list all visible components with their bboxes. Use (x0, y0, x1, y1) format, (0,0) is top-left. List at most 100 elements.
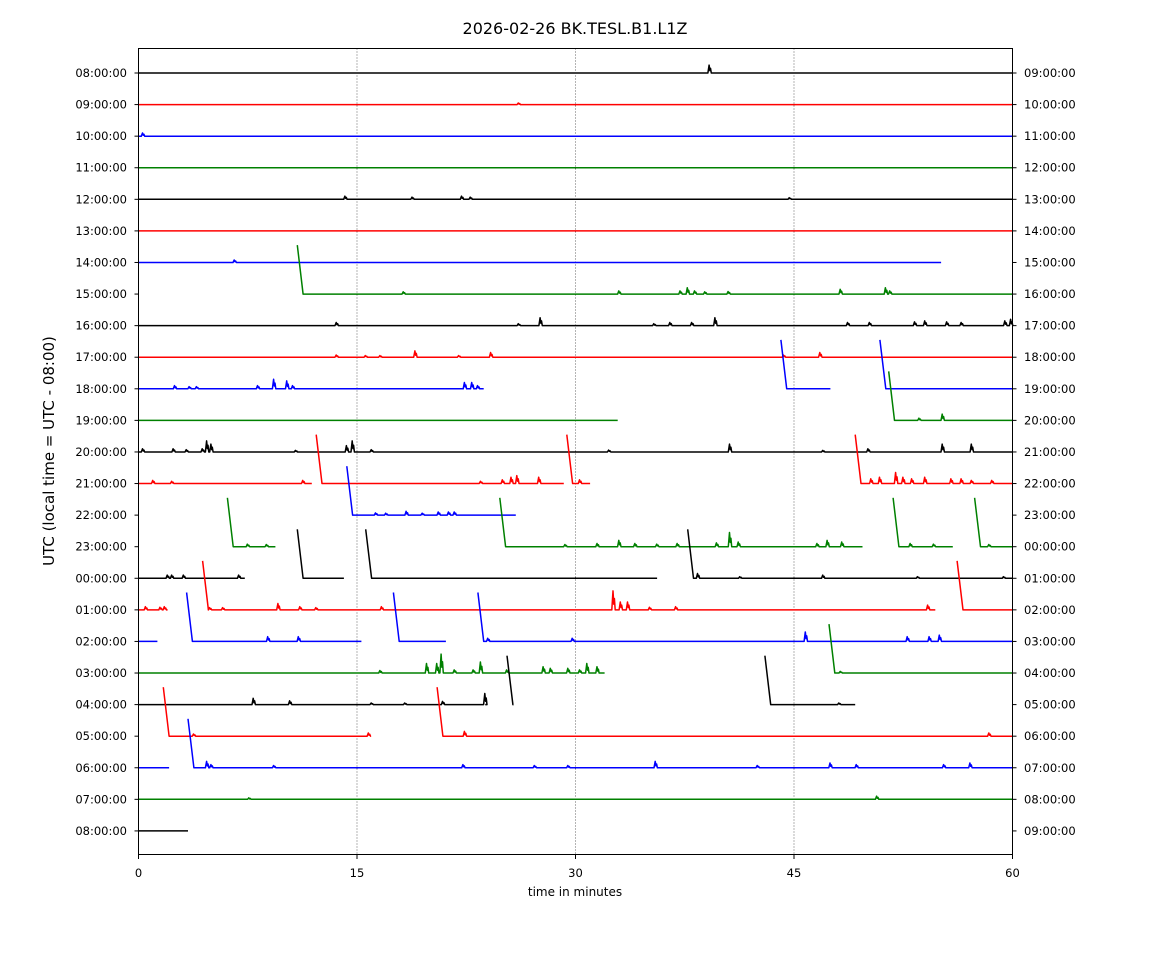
y-tick-label-left: 05:00:00 (75, 729, 127, 743)
y-tick-label-left: 12:00:00 (75, 192, 127, 206)
trace-segment (138, 574, 245, 580)
trace-segment (828, 624, 1013, 674)
trace-segment (506, 655, 514, 706)
trace-segment (436, 687, 1013, 737)
trace-row (162, 687, 1013, 737)
trace-segment (346, 466, 516, 516)
chart-title: 2026-02-26 BK.TESL.B1.L1Z (463, 19, 688, 38)
trace-segment (226, 497, 276, 548)
trace-row (138, 259, 942, 264)
traces (138, 64, 1014, 832)
trace-segment (138, 440, 1013, 453)
y-tick-label-right: 01:00:00 (1024, 571, 1076, 585)
trace-row (138, 440, 1013, 453)
y-tick-label-left: 17:00:00 (75, 350, 127, 364)
y-tick-label-right: 14:00:00 (1024, 224, 1076, 238)
y-tick-label-left: 04:00:00 (75, 698, 127, 712)
trace-row (346, 466, 516, 516)
y-tick-label-right: 07:00:00 (1024, 761, 1076, 775)
trace-row (138, 64, 1013, 74)
y-tick-label-left: 22:00:00 (75, 508, 127, 522)
trace-segment (364, 529, 658, 580)
trace-segment (854, 434, 1013, 485)
x-tick-label: 15 (350, 866, 365, 880)
trace-row (138, 195, 1013, 201)
y-tick-label-right: 04:00:00 (1024, 666, 1076, 680)
trace-row (226, 497, 1013, 548)
y-tick-label-left: 18:00:00 (75, 382, 127, 396)
y-tick-label-right: 23:00:00 (1024, 508, 1076, 522)
trace-segment (296, 245, 1013, 295)
trace-segment (201, 560, 936, 611)
trace-row (138, 132, 1013, 137)
y-tick-label-right: 16:00:00 (1024, 287, 1076, 301)
trace-row (138, 795, 1013, 801)
y-tick-label-right: 12:00:00 (1024, 161, 1076, 175)
trace-segment (973, 497, 1013, 548)
y-tick-label-left: 15:00:00 (75, 287, 127, 301)
trace-segment (138, 195, 1013, 201)
y-tick-label-left: 19:00:00 (75, 413, 127, 427)
trace-row (138, 371, 1013, 422)
y-tick-label-right: 03:00:00 (1024, 634, 1076, 648)
y-tick-label-right: 19:00:00 (1024, 382, 1076, 396)
trace-segment (477, 592, 1013, 643)
y-ticks: 08:00:00 09:00:00 09:00:00 10:00:00 10:00:00… (75, 66, 1075, 838)
y-tick-label-left: 06:00:00 (75, 761, 127, 775)
trace-segment (138, 378, 484, 390)
x-tick-label: 30 (568, 866, 583, 880)
trace-segment (879, 339, 1013, 390)
trace-row (296, 245, 1013, 295)
trace-segment (138, 653, 605, 674)
trace-row (138, 339, 1013, 390)
trace-row (138, 316, 1014, 327)
y-tick-label-right: 00:00:00 (1024, 540, 1076, 554)
trace-segment (499, 497, 863, 548)
trace-row (138, 718, 1013, 769)
trace-segment (138, 64, 1013, 74)
y-tick-label-right: 05:00:00 (1024, 698, 1076, 712)
x-axis-label: time in minutes (528, 885, 622, 899)
y-tick-label-right: 15:00:00 (1024, 255, 1076, 269)
y-tick-label-left: 03:00:00 (75, 666, 127, 680)
y-axis-label: UTC (local time = UTC - 08:00) (40, 336, 58, 566)
trace-segment (892, 497, 953, 548)
y-tick-label-right: 20:00:00 (1024, 413, 1076, 427)
trace-row (138, 102, 1013, 106)
y-tick-label-right: 11:00:00 (1024, 129, 1076, 143)
trace-segment (138, 479, 312, 485)
trace-row (138, 350, 1013, 358)
x-tick-label: 0 (135, 866, 142, 880)
y-tick-label-left: 08:00:00 (75, 66, 127, 80)
trace-segment (162, 687, 372, 737)
y-tick-label-left: 20:00:00 (75, 445, 127, 459)
trace-row (138, 655, 856, 706)
y-tick-label-right: 13:00:00 (1024, 192, 1076, 206)
trace-segment (138, 350, 1013, 358)
trace-segment (138, 692, 488, 706)
y-tick-label-right: 10:00:00 (1024, 98, 1076, 112)
trace-segment (138, 795, 1013, 801)
y-tick-label-left: 11:00:00 (75, 161, 127, 175)
trace-segment (185, 592, 362, 643)
trace-segment (296, 529, 344, 580)
trace-segment (956, 560, 1013, 611)
y-tick-label-left: 02:00:00 (75, 634, 127, 648)
trace-segment (138, 132, 1013, 137)
y-tick-label-left: 23:00:00 (75, 540, 127, 554)
y-tick-label-right: 02:00:00 (1024, 603, 1076, 617)
trace-segment (315, 434, 564, 485)
trace-row (138, 434, 1013, 485)
y-tick-label-left: 21:00:00 (75, 477, 127, 491)
y-tick-label-right: 09:00:00 (1024, 824, 1076, 838)
y-tick-label-right: 08:00:00 (1024, 792, 1076, 806)
trace-segment (392, 592, 446, 643)
trace-segment (138, 102, 1013, 106)
x-tick-label: 45 (787, 866, 802, 880)
y-tick-label-right: 17:00:00 (1024, 319, 1076, 333)
trace-segment (138, 259, 942, 264)
y-tick-label-left: 14:00:00 (75, 255, 127, 269)
y-tick-label-right: 09:00:00 (1024, 66, 1076, 80)
y-tick-label-left: 13:00:00 (75, 224, 127, 238)
y-tick-label-left: 07:00:00 (75, 792, 127, 806)
